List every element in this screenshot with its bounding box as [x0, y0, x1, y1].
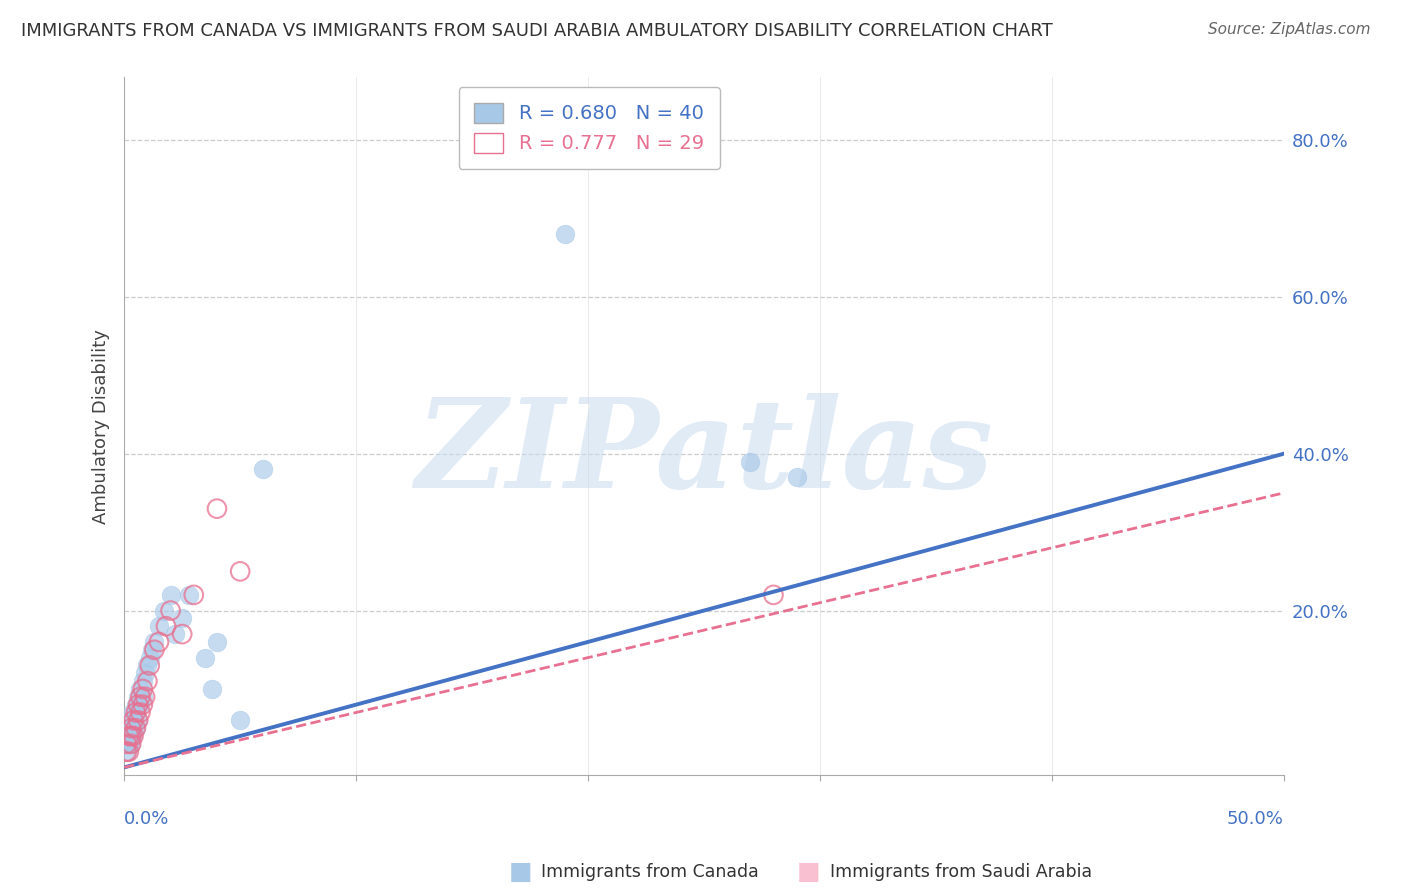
Point: [132, 690, 155, 704]
Point: [118, 745, 141, 759]
Point: [148, 635, 170, 649]
Point: [143, 642, 166, 657]
Point: [138, 650, 160, 665]
Point: [159, 603, 181, 617]
Point: [120, 729, 142, 743]
Point: [118, 729, 141, 743]
Point: [120, 737, 142, 751]
Point: [136, 674, 159, 689]
Point: [205, 635, 228, 649]
Point: [172, 627, 194, 641]
Point: [122, 714, 145, 728]
Point: [172, 611, 194, 625]
Point: [118, 729, 141, 743]
Point: [129, 690, 152, 704]
Point: [125, 721, 148, 735]
Point: [118, 737, 141, 751]
Point: [132, 674, 155, 689]
Point: [141, 642, 163, 657]
Point: [120, 714, 142, 728]
Point: [120, 729, 142, 743]
Point: [122, 706, 145, 720]
Point: [194, 650, 217, 665]
Point: [125, 706, 148, 720]
Point: [129, 698, 152, 712]
Point: [201, 681, 224, 696]
Point: [229, 565, 252, 579]
Point: [152, 603, 174, 617]
Point: [554, 227, 576, 242]
Legend: R = 0.680   N = 40, R = 0.777   N = 29: R = 0.680 N = 40, R = 0.777 N = 29: [458, 87, 720, 169]
Point: [129, 681, 152, 696]
Point: [127, 698, 149, 712]
Point: [132, 698, 155, 712]
Point: [229, 714, 252, 728]
Text: Immigrants from Canada: Immigrants from Canada: [541, 863, 759, 881]
Point: [165, 627, 187, 641]
Point: [125, 721, 148, 735]
Point: [120, 721, 142, 735]
Point: [740, 454, 762, 468]
Point: [122, 729, 145, 743]
Text: 50.0%: 50.0%: [1227, 811, 1284, 829]
Point: [118, 721, 141, 735]
Point: [159, 588, 181, 602]
Point: [125, 706, 148, 720]
Point: [115, 745, 138, 759]
Point: [115, 745, 138, 759]
Point: [183, 588, 205, 602]
Point: [115, 737, 138, 751]
Point: [132, 681, 155, 696]
Y-axis label: Ambulatory Disability: Ambulatory Disability: [93, 329, 110, 524]
Point: [143, 635, 166, 649]
Text: Source: ZipAtlas.com: Source: ZipAtlas.com: [1208, 22, 1371, 37]
Point: [252, 462, 274, 476]
Point: [127, 714, 149, 728]
Text: ZIPatlas: ZIPatlas: [415, 393, 993, 515]
Point: [127, 690, 149, 704]
Point: [125, 698, 148, 712]
Point: [136, 658, 159, 673]
Point: [138, 658, 160, 673]
Point: [134, 666, 156, 681]
Point: [120, 737, 142, 751]
Point: [148, 619, 170, 633]
Point: [179, 588, 201, 602]
Point: [120, 721, 142, 735]
Point: [129, 706, 152, 720]
Point: [127, 714, 149, 728]
Point: [122, 721, 145, 735]
Point: [762, 588, 785, 602]
Text: Immigrants from Saudi Arabia: Immigrants from Saudi Arabia: [830, 863, 1091, 881]
Text: ■: ■: [509, 861, 531, 884]
Text: IMMIGRANTS FROM CANADA VS IMMIGRANTS FROM SAUDI ARABIA AMBULATORY DISABILITY COR: IMMIGRANTS FROM CANADA VS IMMIGRANTS FRO…: [21, 22, 1053, 40]
Point: [134, 690, 156, 704]
Point: [786, 470, 808, 484]
Point: [122, 729, 145, 743]
Point: [115, 737, 138, 751]
Text: ■: ■: [797, 861, 820, 884]
Point: [205, 501, 228, 516]
Point: [155, 619, 177, 633]
Text: 0.0%: 0.0%: [124, 811, 170, 829]
